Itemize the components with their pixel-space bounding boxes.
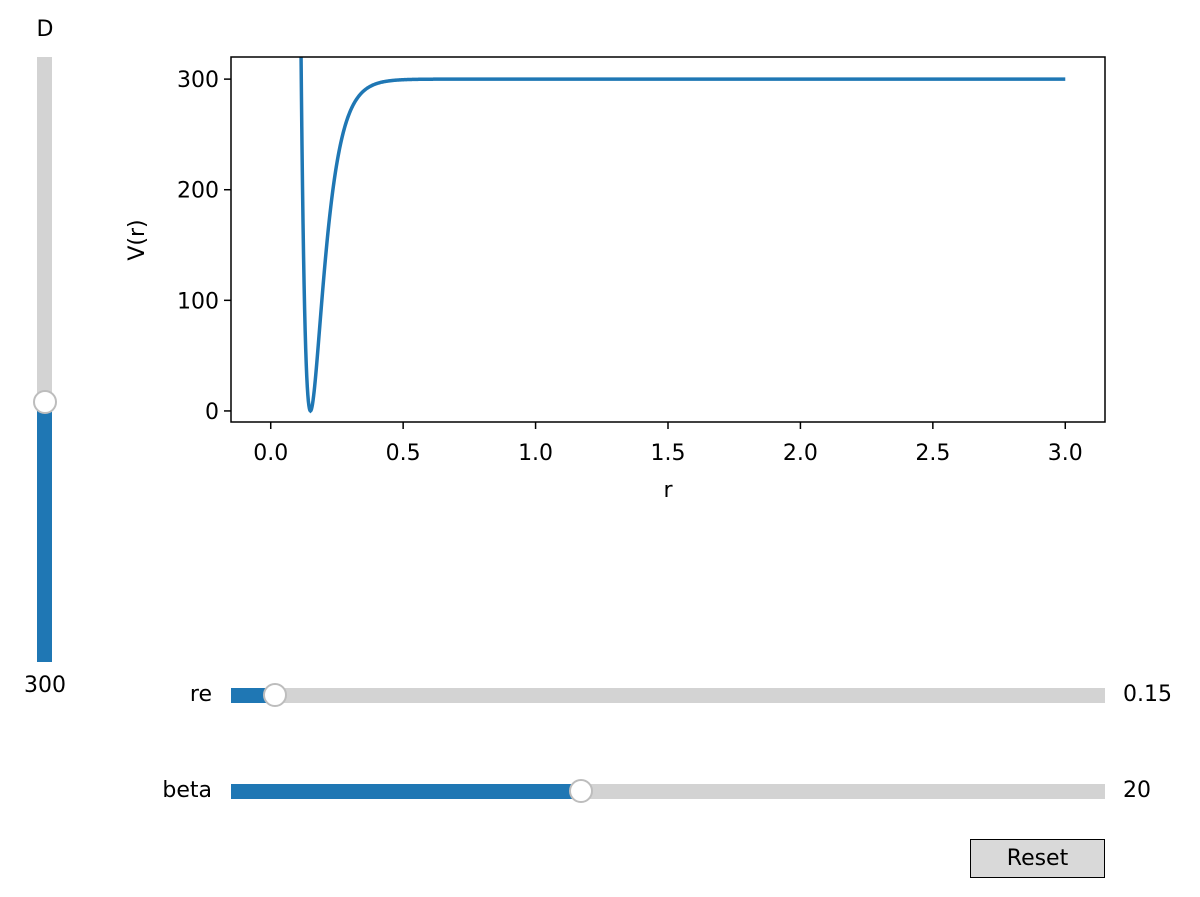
x-tick-label: 2.5 — [915, 441, 950, 466]
axes-frame — [230, 56, 1106, 423]
y-tick-label: 300 — [177, 68, 219, 93]
slider-beta-handle[interactable] — [568, 779, 593, 803]
y-axis-ticks: 0 100 200 300 — [177, 68, 231, 425]
x-tick-label: 2.0 — [783, 441, 818, 466]
slider-re-label: re — [189, 682, 212, 707]
x-axis-ticks: 0.0 0.5 1.0 1.5 2.0 2.5 3.0 — [253, 422, 1083, 466]
series-line-v-r — [299, 57, 1066, 414]
slider-beta-label: beta — [162, 778, 212, 803]
x-tick-label: 0.0 — [253, 441, 288, 466]
slider-beta-value: 20 — [1123, 778, 1151, 803]
x-tick-label: 3.0 — [1048, 441, 1083, 466]
slider-d-value: 300 — [24, 673, 66, 698]
y-tick-label: 0 — [205, 400, 219, 425]
slider-d-label: D — [36, 17, 54, 42]
slider-beta-fill — [231, 784, 581, 799]
y-axis-label: V(r) — [125, 219, 150, 260]
x-tick-label: 1.0 — [518, 441, 553, 466]
potential-plot: 0.0 0.5 1.0 1.5 2.0 2.5 3.0 0 100 200 300 r V(r) — [125, 56, 1106, 503]
slider-re-handle[interactable] — [262, 683, 287, 707]
reset-button[interactable]: Reset — [970, 839, 1105, 878]
slider-d-handle[interactable] — [33, 389, 57, 414]
y-tick-label: 200 — [177, 179, 219, 204]
slider-re-value: 0.15 — [1123, 682, 1172, 707]
slider-re-track[interactable] — [231, 688, 1105, 703]
x-tick-label: 0.5 — [386, 441, 421, 466]
y-tick-label: 100 — [177, 289, 219, 314]
slider-d-fill — [37, 401, 52, 662]
x-tick-label: 1.5 — [651, 441, 686, 466]
x-axis-label: r — [663, 478, 673, 503]
